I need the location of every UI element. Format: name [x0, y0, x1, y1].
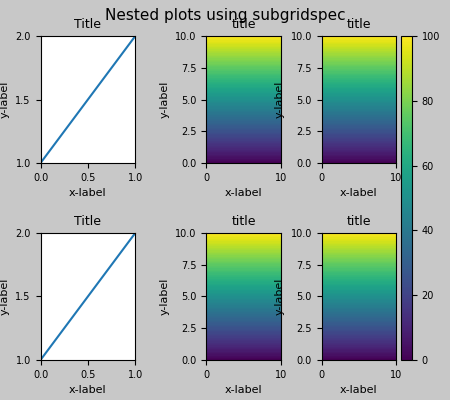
Title: title: title — [231, 18, 256, 31]
X-axis label: x-label: x-label — [225, 385, 262, 395]
Y-axis label: y-label: y-label — [275, 81, 285, 118]
Y-axis label: y-label: y-label — [275, 278, 285, 315]
X-axis label: x-label: x-label — [225, 188, 262, 198]
Title: title: title — [231, 215, 256, 228]
X-axis label: x-label: x-label — [340, 385, 378, 395]
Y-axis label: y-label: y-label — [160, 278, 170, 315]
Text: Nested plots using subgridspec: Nested plots using subgridspec — [105, 8, 345, 23]
Y-axis label: y-label: y-label — [0, 81, 10, 118]
Y-axis label: y-label: y-label — [160, 81, 170, 118]
X-axis label: x-label: x-label — [69, 188, 107, 198]
Title: title: title — [346, 18, 371, 31]
Title: Title: Title — [74, 18, 101, 31]
Y-axis label: y-label: y-label — [0, 278, 10, 315]
Title: Title: Title — [74, 215, 101, 228]
X-axis label: x-label: x-label — [340, 188, 378, 198]
Title: title: title — [346, 215, 371, 228]
X-axis label: x-label: x-label — [69, 385, 107, 395]
